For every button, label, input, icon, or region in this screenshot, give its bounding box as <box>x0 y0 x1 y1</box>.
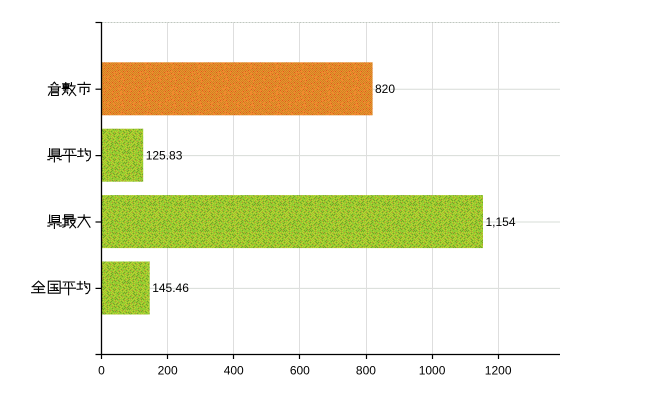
svg-text:1000: 1000 <box>419 364 446 378</box>
svg-text:820: 820 <box>375 82 395 96</box>
svg-text:800: 800 <box>356 364 376 378</box>
svg-text:600: 600 <box>290 364 310 378</box>
svg-text:400: 400 <box>224 364 244 378</box>
svg-text:145.46: 145.46 <box>152 281 189 295</box>
svg-text:1,154: 1,154 <box>486 215 516 229</box>
svg-text:0: 0 <box>98 364 105 378</box>
svg-text:1200: 1200 <box>485 364 512 378</box>
svg-text:125.83: 125.83 <box>146 148 183 162</box>
svg-text:200: 200 <box>158 364 178 378</box>
